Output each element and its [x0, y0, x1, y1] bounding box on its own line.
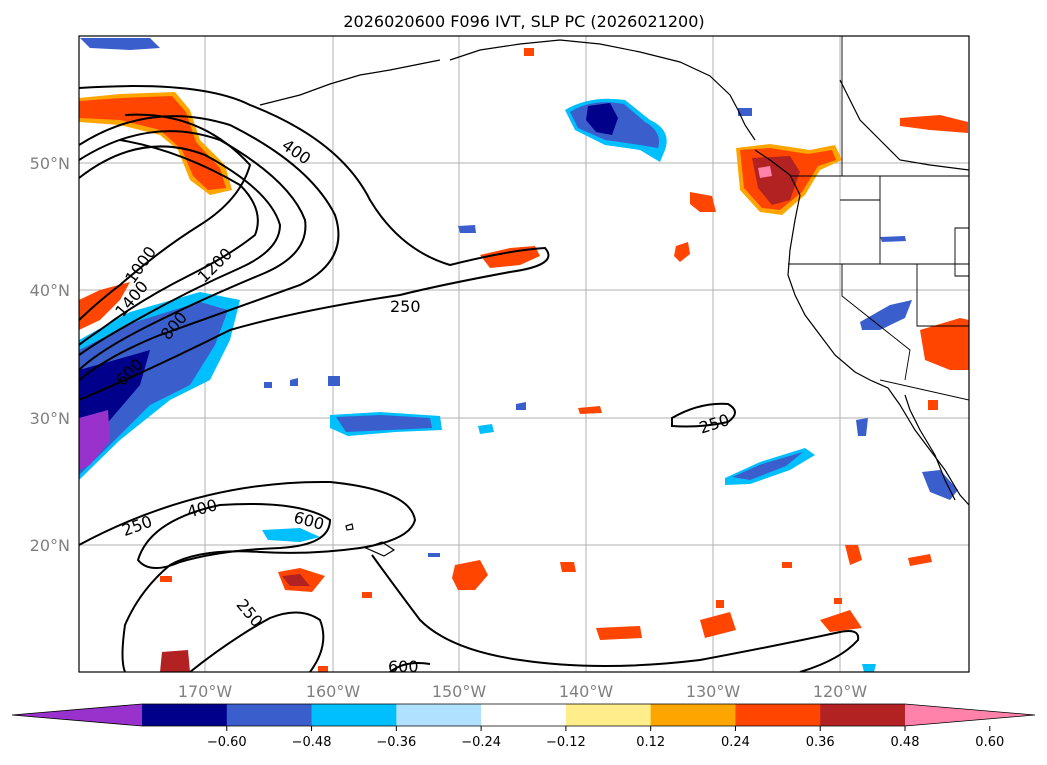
slp-contours — [79, 85, 860, 672]
colorbar-swatch — [481, 704, 567, 726]
colorbar-extend-max — [905, 704, 1035, 726]
colorbar-swatch — [142, 704, 228, 726]
colorbar-swatch — [226, 704, 313, 726]
map-area — [79, 36, 969, 672]
colorbar-swatch — [650, 704, 736, 726]
lon-label: 120°W — [813, 682, 868, 701]
colorbar-swatch — [565, 704, 652, 726]
lat-label: 40°N — [30, 281, 70, 300]
lon-label: 130°W — [686, 682, 741, 701]
political-borders — [788, 36, 969, 401]
lon-label: 150°W — [432, 682, 487, 701]
lat-label: 20°N — [30, 536, 70, 555]
colorbar-tick-label: 0.24 — [721, 735, 750, 750]
colorbar-tick-label: 0.36 — [806, 735, 835, 750]
colorbar-tick-label: 0.48 — [891, 735, 920, 750]
map-frame — [78, 35, 970, 673]
colorbar: −0.60 −0.48 −0.36 −0.24 −0.12 0.12 0.24 0.36 0.4… — [11, 703, 1036, 750]
lon-label: 140°W — [559, 682, 614, 701]
contour-label: 600 — [388, 657, 419, 676]
colorbar-outline — [11, 703, 1036, 727]
colorbar-swatch — [396, 704, 482, 726]
colorbar-swatch — [311, 704, 397, 726]
latitude-labels: 50°N 40°N 30°N 20°N — [30, 154, 70, 555]
colorbar-tick-label: −0.36 — [376, 735, 416, 750]
contour-label: 250 — [390, 297, 421, 316]
colorbar-tick-label: 0.60 — [975, 735, 1004, 750]
lat-label: 30°N — [30, 409, 70, 428]
colorbar-tick-label: −0.12 — [546, 735, 586, 750]
lat-label: 50°N — [30, 154, 70, 173]
colorbar-tick-label: −0.60 — [207, 735, 247, 750]
colorbar-extend-min — [12, 704, 142, 726]
ivt-positive-shading — [79, 48, 969, 672]
longitude-labels: 170°W 160°W 150°W 140°W 130°W 120°W — [178, 682, 868, 701]
colorbar-tick-label: −0.24 — [461, 735, 501, 750]
coastlines — [259, 39, 969, 506]
colorbar-tick-label: −0.48 — [292, 735, 332, 750]
map-title: 2026020600 F096 IVT, SLP PC (2026021200) — [343, 12, 704, 31]
colorbar-swatch — [820, 704, 906, 726]
lon-label: 170°W — [178, 682, 233, 701]
lon-label: 160°W — [306, 682, 361, 701]
colorbar-swatch — [735, 704, 821, 726]
colorbar-tick-label: 0.12 — [636, 735, 665, 750]
